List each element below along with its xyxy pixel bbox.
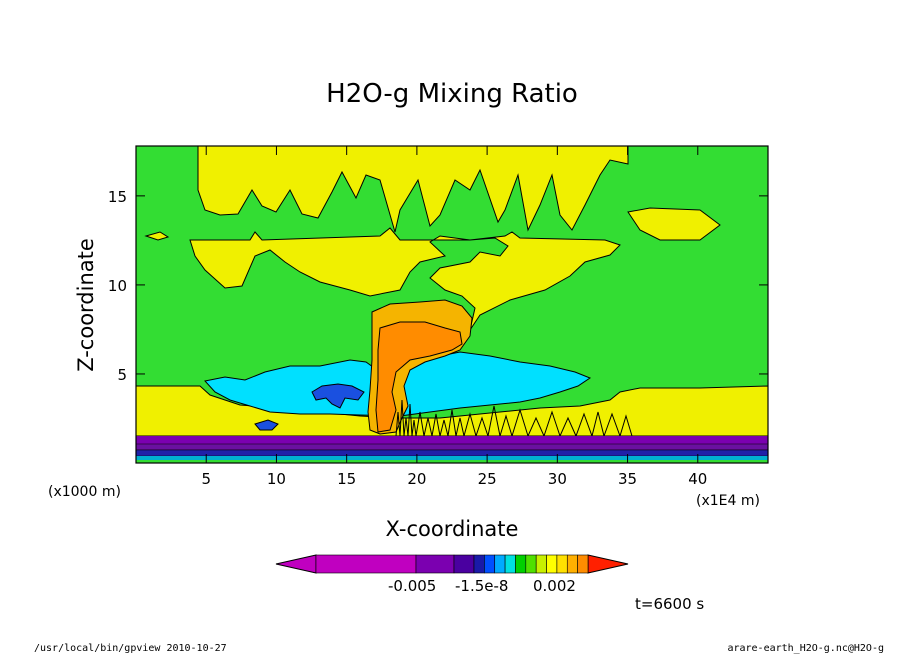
left-yellow-patch	[144, 231, 170, 241]
x-tick-label: 5	[201, 470, 211, 488]
y-axis-label: Z-coordinate	[74, 238, 98, 372]
colorbar-segment	[504, 554, 516, 574]
colorbar-segment	[525, 554, 537, 574]
colorbar-max-arrow	[587, 554, 629, 574]
footer-left: /usr/local/bin/gpview 2010-10-27	[34, 643, 227, 654]
x-axis-ticks: 5 10 15 20 25 30 35 40	[201, 146, 707, 488]
x-tick-label: 20	[407, 470, 426, 488]
blue-blob-small	[254, 419, 279, 431]
y-unit-label: (x1000 m)	[48, 484, 121, 500]
colorbar-segment	[577, 554, 589, 574]
colorbar-segment	[556, 554, 568, 574]
x-tick-label: 10	[267, 470, 286, 488]
surface-band-purple	[136, 436, 768, 444]
colorbar-segment	[453, 554, 475, 574]
footer-right: arare-earth_H2O-g.nc@H2O-g	[727, 643, 884, 654]
mid-yellow-band	[189, 227, 621, 331]
colorbar-segment	[415, 554, 455, 574]
x-tick-label: 25	[478, 470, 497, 488]
y-tick-label: 5	[117, 366, 127, 384]
y-axis-ticks: 5 10 15	[108, 188, 768, 384]
plot-area	[135, 145, 769, 464]
colorbar-segment	[315, 554, 417, 574]
y-tick-label: 15	[108, 188, 127, 206]
x-axis-label: X-coordinate	[386, 517, 519, 541]
colorbar-tick-3: 0.002	[533, 577, 576, 595]
colorbar-segment	[546, 554, 558, 574]
surface-band-cyan	[136, 456, 768, 460]
x-unit-label: (x1E4 m)	[696, 493, 760, 509]
time-label: t=6600 s	[635, 595, 704, 613]
upper-yellow-region	[197, 145, 629, 233]
chart-title: H2O-g Mixing Ratio	[326, 79, 578, 109]
x-tick-label: 30	[548, 470, 567, 488]
colorbar-segment	[484, 554, 496, 574]
colorbar-tick-2: -1.5e-8	[455, 577, 508, 595]
orange-core	[375, 321, 463, 433]
colorbar-segment	[473, 554, 485, 574]
x-tick-label: 15	[337, 470, 356, 488]
colorbar-segment	[494, 554, 506, 574]
surface-band-green	[136, 460, 768, 463]
colorbar-tick-1: -0.005	[388, 577, 436, 595]
right-yellow-patch	[627, 207, 721, 241]
colorbar-segment	[535, 554, 547, 574]
colorbar-segment	[515, 554, 527, 574]
x-tick-label: 40	[688, 470, 707, 488]
surface-band-blue	[135, 449, 769, 457]
surface-band-violet	[135, 443, 769, 451]
blue-blob	[311, 383, 365, 409]
colorbar-min-arrow	[275, 554, 317, 574]
colorbar-segment	[566, 554, 578, 574]
y-tick-label: 10	[108, 277, 127, 295]
x-tick-label: 35	[618, 470, 637, 488]
plot-frame	[135, 145, 769, 464]
convection-noise	[395, 399, 633, 438]
colorbar	[275, 554, 629, 574]
